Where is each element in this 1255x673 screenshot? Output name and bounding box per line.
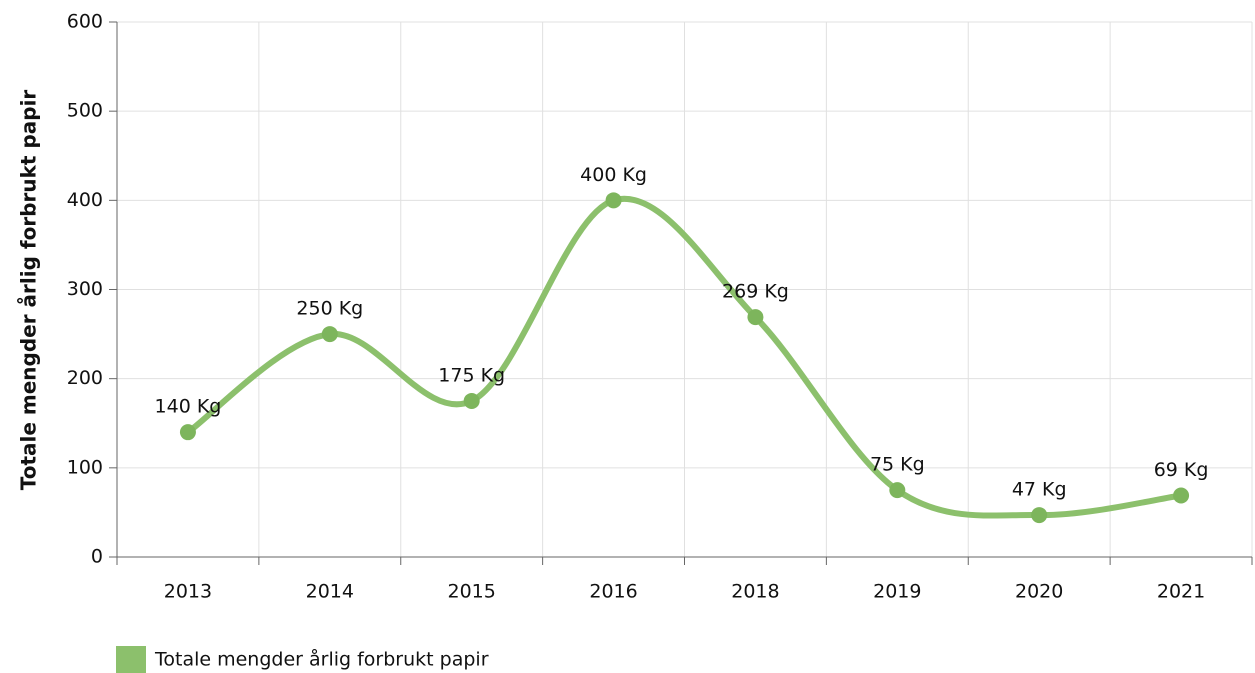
marker xyxy=(463,392,480,409)
x-tick-label: 2020 xyxy=(1015,581,1063,603)
data-label: 175 Kg xyxy=(438,364,505,386)
legend-swatch xyxy=(116,646,146,673)
data-label: 75 Kg xyxy=(870,454,925,476)
y-tick-label: 200 xyxy=(67,367,103,389)
line xyxy=(184,195,1185,519)
x-tick-label: 2019 xyxy=(873,581,921,603)
x-tick-label: 2014 xyxy=(306,581,354,603)
data-label: 400 Kg xyxy=(580,164,647,186)
x-tick-label: 2013 xyxy=(164,581,212,603)
y-axis-label: Totale mengder årlig forbrukt papir xyxy=(17,90,41,491)
y-tick-label: 400 xyxy=(67,189,103,211)
marker xyxy=(605,192,622,209)
data-label: 250 Kg xyxy=(296,298,363,320)
data-label: 269 Kg xyxy=(722,281,789,303)
y-tick-label: 100 xyxy=(67,456,103,478)
y-tick-label: 600 xyxy=(67,11,103,33)
marker xyxy=(747,309,764,326)
data-label: 140 Kg xyxy=(155,396,222,418)
marker xyxy=(321,326,338,343)
marker xyxy=(1031,507,1048,524)
marker xyxy=(179,424,196,441)
x-tick-label: 2016 xyxy=(589,581,637,603)
marker xyxy=(889,482,906,499)
data-label: 69 Kg xyxy=(1154,459,1209,481)
x-tick-label: 2015 xyxy=(448,581,496,603)
data-label: 47 Kg xyxy=(1012,479,1067,501)
y-tick-label: 0 xyxy=(91,546,103,568)
y-tick-label: 500 xyxy=(67,100,103,122)
legend-label: Totale mengder årlig forbrukt papir xyxy=(154,648,489,671)
x-tick-label: 2021 xyxy=(1157,581,1205,603)
y-tick-label: 300 xyxy=(67,278,103,300)
x-tick-label: 2018 xyxy=(731,581,779,603)
marker xyxy=(1173,487,1190,504)
